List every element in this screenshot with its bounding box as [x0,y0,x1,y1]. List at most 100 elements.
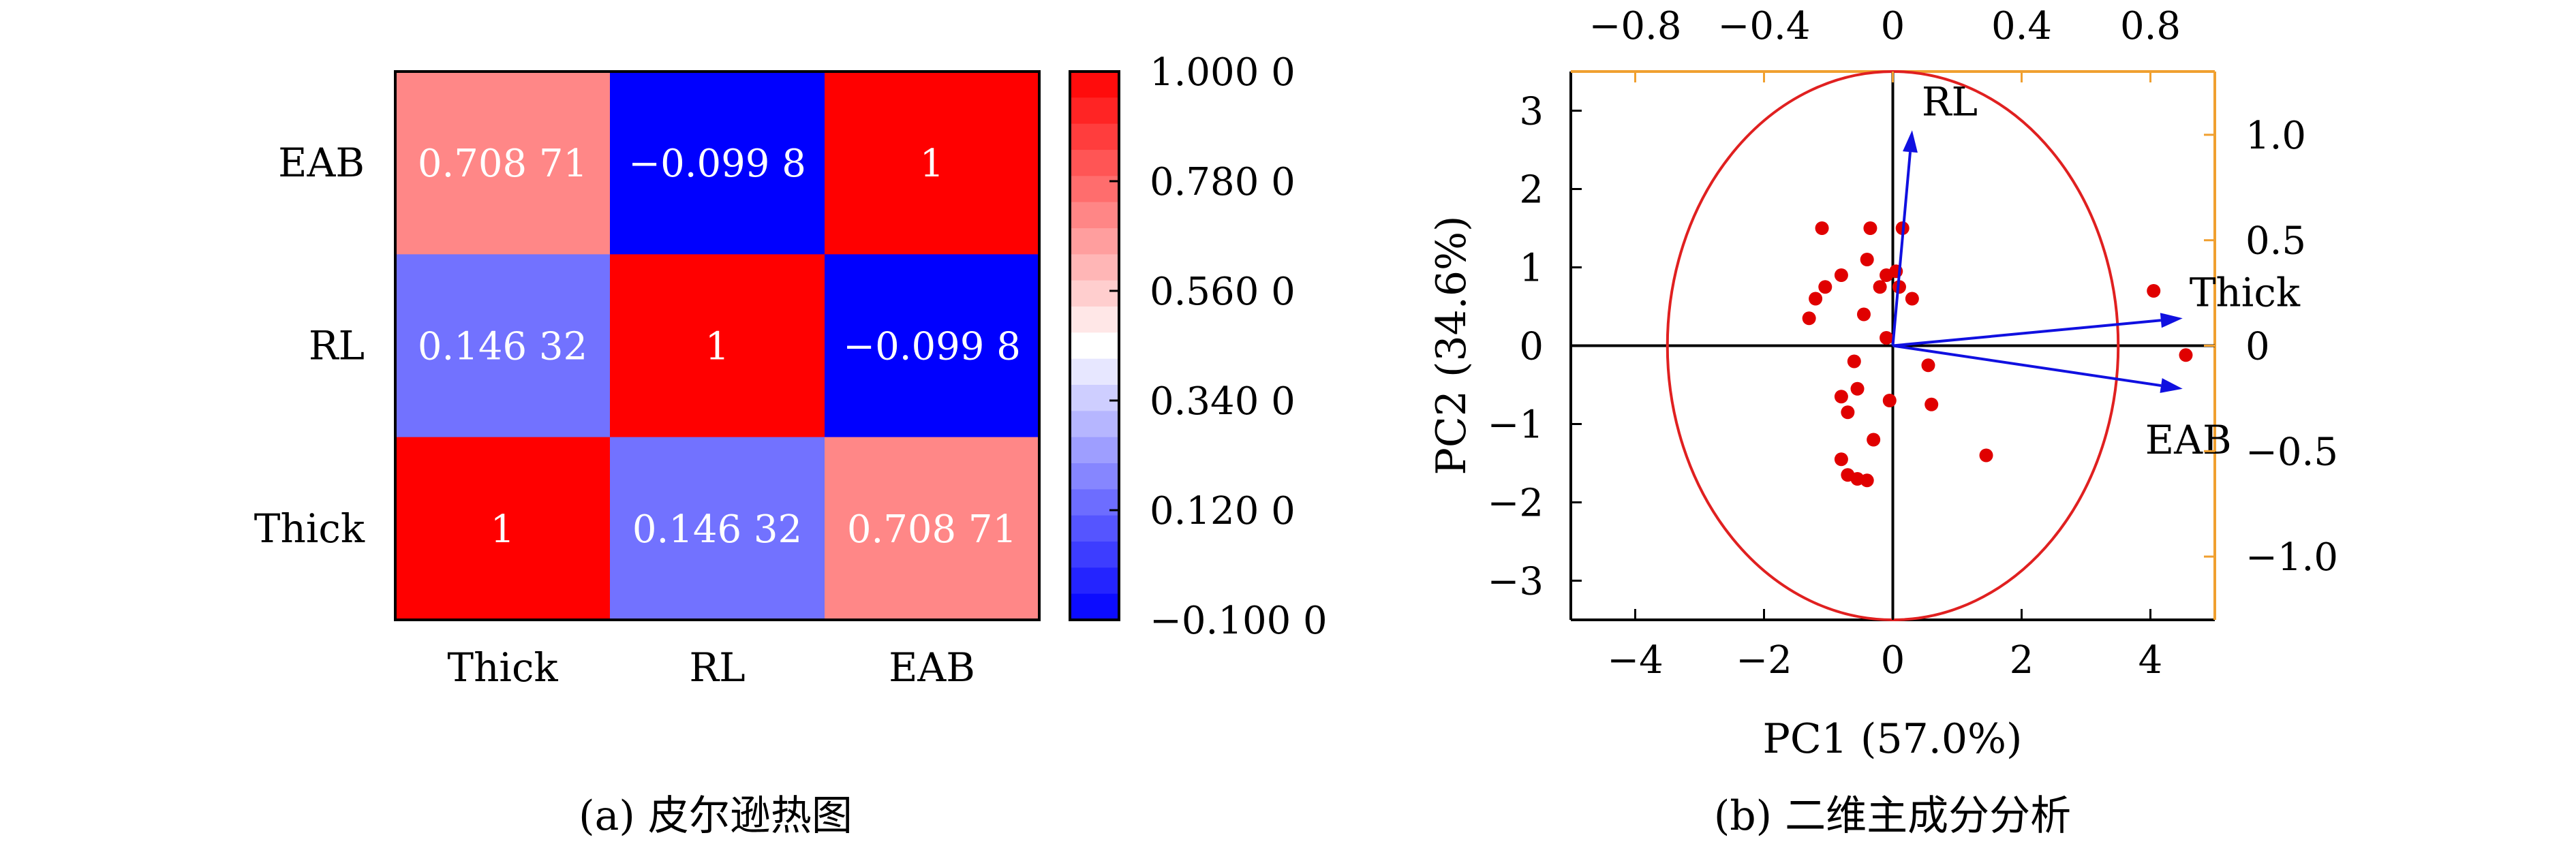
pca-point [2179,348,2193,362]
colorbar-segment [1070,332,1119,360]
pca-top-tick-label: 0 [1881,4,1905,48]
heatmap-cell-label: 0.146 32 [418,325,587,369]
pca-point [1905,292,1919,306]
pca-x-tick-label: −4 [1607,638,1663,683]
pca-point [1979,448,1993,463]
heatmap-cell [610,437,825,621]
colorbar [1070,72,1119,621]
pca-right-tick-label: 0 [2245,325,2270,369]
heatmap-cell-label: 0.146 32 [632,507,802,552]
pca-y-tick-label: −2 [1487,482,1544,526]
pca-point [1809,292,1823,306]
pca-point [1921,358,1935,373]
heatmap-cell [825,72,1040,255]
heatmap-cell [395,72,611,255]
pca-x-tick-label: 2 [2010,638,2034,683]
pca-right-tick-label: 1.0 [2245,114,2306,158]
pca-point [1818,280,1833,294]
colorbar-segment [1070,411,1119,438]
caption-b: (b) 二维主成分分析 [1714,792,2071,840]
heatmap-x-labels: Thick RL EAB [447,644,975,691]
colorbar-segment [1070,97,1119,125]
pca-right-ticks: 1.0 0.5 0 −0.5 −1.0 [2204,114,2338,580]
heatmap-y-label: Thick [254,505,365,552]
pca-point [1850,381,1865,396]
heatmap-cell [610,254,825,438]
pca-top-tick-label: −0.8 [1589,4,1682,48]
pca-y-tick-label: 1 [1519,247,1544,291]
heatmap-cell-label: 1 [491,507,515,552]
loading-vector-arrowhead [2160,378,2183,393]
heatmap-x-label: Thick [447,644,558,691]
heatmap-cell-label: −0.099 8 [628,142,806,186]
pca-x-tick-label: 4 [2138,638,2163,683]
pca-y-ticks: 3 2 1 0 −1 −2 −3 [1487,90,1582,604]
pca-point [1860,253,1874,266]
pca-y-tick-label: −3 [1487,560,1544,604]
colorbar-ticks: 1.000 0 0.780 0 0.560 0 0.340 0 0.120 0 −0.10… [1109,50,1328,643]
pca-point [1856,307,1871,322]
colorbar-tick-label: 0.340 0 [1150,379,1295,424]
pca-point [1841,405,1855,420]
pca-right-tick-label: −1.0 [2245,535,2338,580]
loading-vector-label: Thick [2190,269,2301,315]
colorbar-segment [1070,593,1119,621]
heatmap-cell [395,254,611,438]
pca-right-tick-label: −0.5 [2245,430,2338,474]
colorbar-segment [1070,72,1119,98]
pca-top-tick-label: 0.8 [2120,4,2181,48]
loading-vector-line [1892,344,2162,388]
pca-y-label: PC2 (34.6%) [1428,216,1475,475]
pca-y-tick-label: 2 [1519,168,1544,213]
heatmap-cell-label: 1 [705,325,730,369]
pca-x-tick-label: −2 [1736,638,1792,683]
colorbar-segment [1070,463,1119,490]
heatmap-cell-label: 0.708 71 [847,507,1017,552]
colorbar-segment [1070,489,1119,516]
pca-top-tick-label: −0.4 [1718,4,1811,48]
pca-point [1834,268,1848,282]
pca-x-tick-label: 0 [1881,638,1905,683]
pca-point [1925,397,1939,411]
colorbar-segment [1070,123,1119,151]
colorbar-segment [1070,150,1119,176]
pca-y-tick-label: −1 [1487,403,1544,448]
pca-point [1880,331,1894,345]
pca-point [1873,280,1887,294]
colorbar-tick-label: 0.120 0 [1150,489,1295,533]
colorbar-segment [1070,202,1119,229]
heatmap-cell-label: 1 [920,142,945,186]
colorbar-tick-label: 0.780 0 [1150,160,1295,204]
heatmap-cell-labels: 0.708 71 −0.099 8 1 0.146 32 1 −0.099 8 1 0.146… [418,142,1021,552]
loading-vector-line [1891,151,1912,346]
heatmap-y-labels: EAB RL Thick [254,140,365,552]
loading-vector-label: EAB [2145,417,2232,463]
loading-vector-label: RL [1922,78,1978,125]
pca-point [1834,452,1848,467]
pca-top-ticks: −0.8 −0.4 0 0.4 0.8 [1589,4,2181,82]
loading-vector-line [1892,319,2162,347]
pca-point [1882,394,1897,407]
colorbar-segment [1070,307,1119,333]
pca-point [1860,473,1874,488]
colorbar-segment [1070,358,1119,386]
pca-right-tick-label: 0.5 [2245,219,2306,264]
pca-point [1815,221,1829,235]
loading-vectors: RL Thick EAB [1891,78,2301,463]
colorbar-segment [1070,567,1119,595]
pca-panel: RL Thick EAB −4 −2 0 2 4 3 2 1 0 −1 −2 −3 −0.8 −0.4 0 0… [1428,4,2338,840]
colorbar-segment [1070,228,1119,255]
pca-points [1802,221,2193,488]
colorbar-segment [1070,515,1119,542]
pca-y-tick-label: 0 [1519,325,1544,369]
heatmap-cell-label: −0.099 8 [843,325,1021,369]
heatmap-x-label: EAB [889,644,975,691]
heatmap-cell [395,437,611,621]
pca-point [1867,433,1881,447]
heatmap-cell [825,254,1040,438]
heatmap-frame [394,70,1041,621]
pca-point [1834,390,1848,404]
colorbar-tick-label: 1.000 0 [1150,50,1295,95]
pca-x-label: PC1 (57.0%) [1763,715,2023,763]
